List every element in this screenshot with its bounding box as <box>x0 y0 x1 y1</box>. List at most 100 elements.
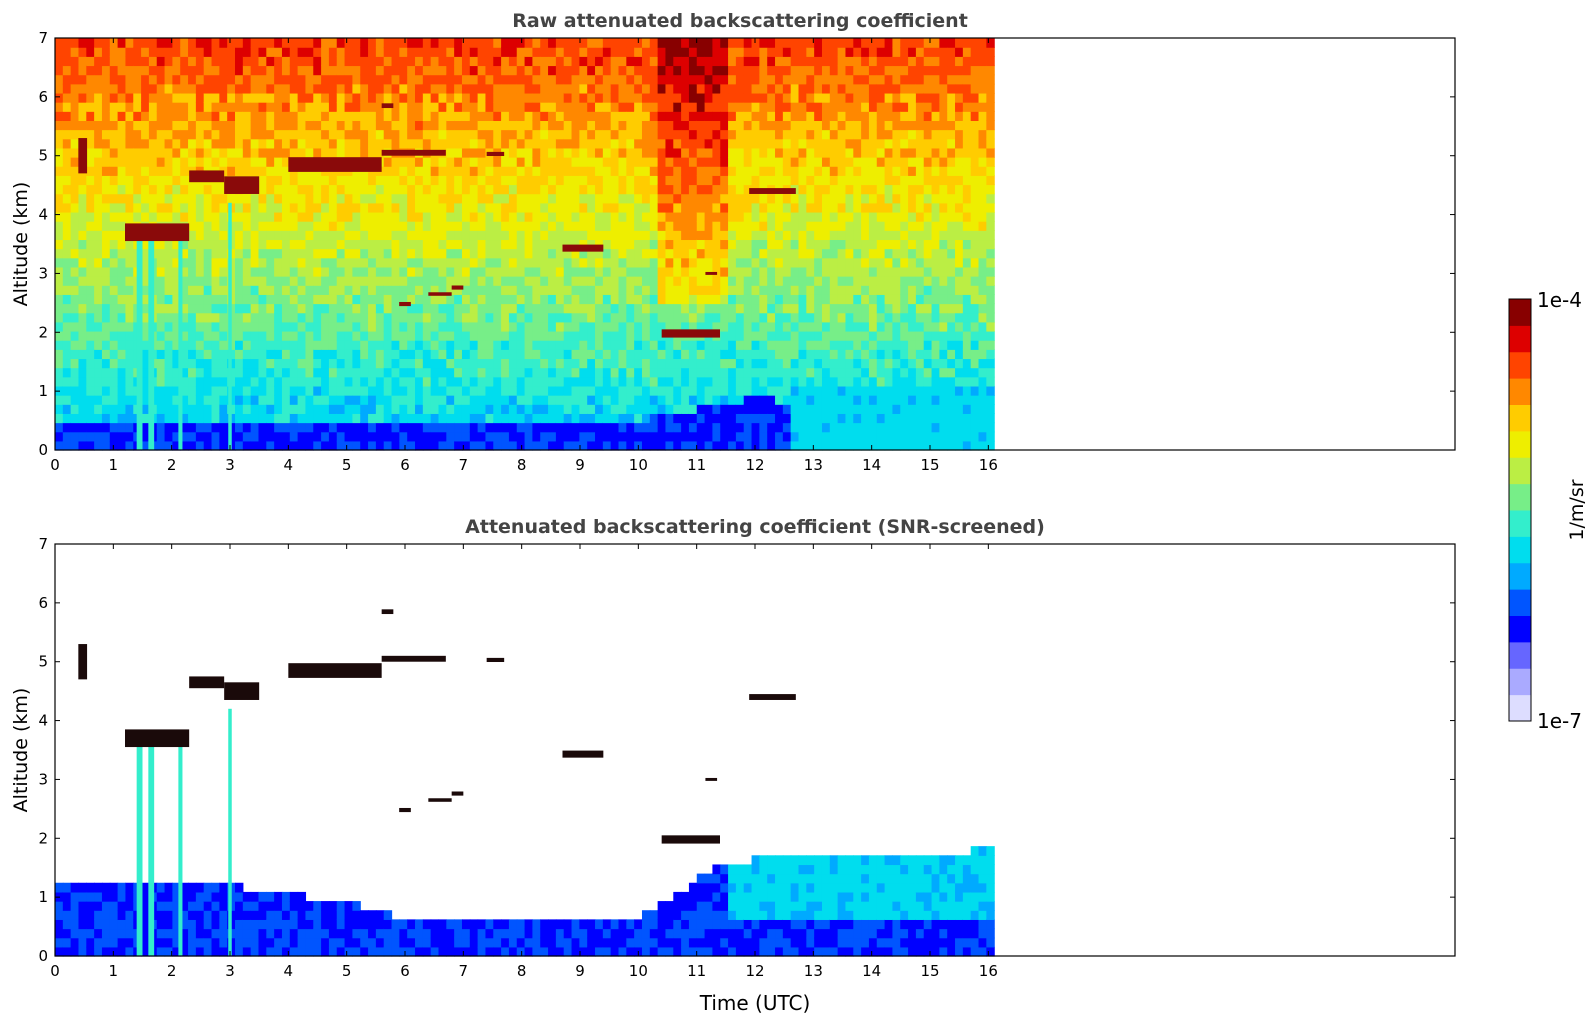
background-cell <box>876 285 886 295</box>
background-cell <box>109 47 119 57</box>
background-cell <box>70 358 80 369</box>
background-cell <box>743 74 753 85</box>
background-cell <box>164 266 173 277</box>
background-cell <box>821 340 831 350</box>
background-cell <box>508 413 518 424</box>
background-cell <box>477 221 487 231</box>
background-cell <box>548 147 557 158</box>
background-cell <box>501 321 510 332</box>
background-cell <box>641 395 651 405</box>
background-cell <box>391 330 400 341</box>
background-cell <box>485 431 494 442</box>
background-cell <box>712 129 721 140</box>
background-cell <box>806 321 815 332</box>
background-cell <box>884 83 894 94</box>
background-cell <box>649 56 659 67</box>
background-cell <box>532 230 541 241</box>
background-cell <box>618 193 627 204</box>
background-cell <box>86 312 95 323</box>
background-cell <box>485 285 494 295</box>
background-cell <box>704 358 714 369</box>
background-cell <box>688 102 698 112</box>
background-cell <box>767 358 776 369</box>
background-cell <box>587 47 596 57</box>
background-cell <box>516 367 526 378</box>
background-cell <box>55 422 64 433</box>
background-cell <box>641 65 651 76</box>
background-cell <box>469 248 479 259</box>
background-cell <box>461 56 471 67</box>
background-cell <box>735 74 745 85</box>
background-cell <box>610 248 620 259</box>
background-cell <box>751 147 760 158</box>
background-cell <box>767 230 776 241</box>
background-cell <box>360 211 369 222</box>
background-cell <box>767 157 776 167</box>
background-cell <box>532 413 541 424</box>
background-cell <box>430 129 440 140</box>
background-cell <box>235 147 244 158</box>
background-cell <box>422 166 432 176</box>
background-cell <box>164 312 173 323</box>
background-cell <box>618 102 627 112</box>
background-cell <box>626 56 635 67</box>
background-cell <box>618 111 627 121</box>
background-cell <box>712 376 721 387</box>
background-cell <box>853 422 862 433</box>
background-cell <box>156 303 166 314</box>
background-cell <box>595 184 604 195</box>
background-cell <box>321 184 330 195</box>
background-cell <box>688 129 698 140</box>
background-cell <box>274 157 283 167</box>
background-cell <box>641 276 651 286</box>
background-cell <box>438 74 447 85</box>
background-cell <box>211 422 220 433</box>
background-cell <box>195 340 205 350</box>
background-cell <box>868 239 878 250</box>
background-cell <box>508 294 518 305</box>
background-cell <box>610 376 620 387</box>
background-cell <box>297 184 307 195</box>
background-cell <box>391 230 400 241</box>
background-cell <box>915 248 925 259</box>
background-cell <box>829 65 839 76</box>
background-cell <box>344 202 354 213</box>
background-cell <box>94 147 103 158</box>
background-cell <box>915 184 925 195</box>
background-cell <box>235 440 244 451</box>
background-cell <box>375 129 385 140</box>
background-cell <box>712 276 721 286</box>
background-cell <box>861 83 870 94</box>
background-cell <box>242 83 252 94</box>
background-cell <box>790 385 800 396</box>
background-cell <box>610 221 620 231</box>
background-cell <box>188 266 197 277</box>
background-cell <box>775 175 784 186</box>
background-cell <box>117 65 127 76</box>
background-cell <box>900 83 909 94</box>
background-cell <box>892 211 901 222</box>
background-cell <box>454 230 463 241</box>
background-cell <box>845 385 854 396</box>
background-cell <box>180 111 189 121</box>
background-cell <box>571 285 580 295</box>
background-cell <box>853 38 862 48</box>
background-cell <box>728 65 737 76</box>
background-cell <box>70 230 80 241</box>
background-cell <box>235 239 244 250</box>
background-cell <box>328 239 338 250</box>
background-cell <box>626 413 635 424</box>
background-cell <box>78 38 87 48</box>
background-cell <box>180 440 189 451</box>
background-cell <box>821 111 831 121</box>
background-cell <box>814 303 823 314</box>
background-cell <box>775 65 784 76</box>
background-cell <box>673 404 682 414</box>
background-cell <box>508 166 518 176</box>
background-cell <box>313 221 322 231</box>
background-cell <box>696 230 706 241</box>
background-cell <box>829 266 839 277</box>
background-cell <box>853 266 862 277</box>
background-cell <box>712 221 721 231</box>
background-cell <box>884 422 894 433</box>
